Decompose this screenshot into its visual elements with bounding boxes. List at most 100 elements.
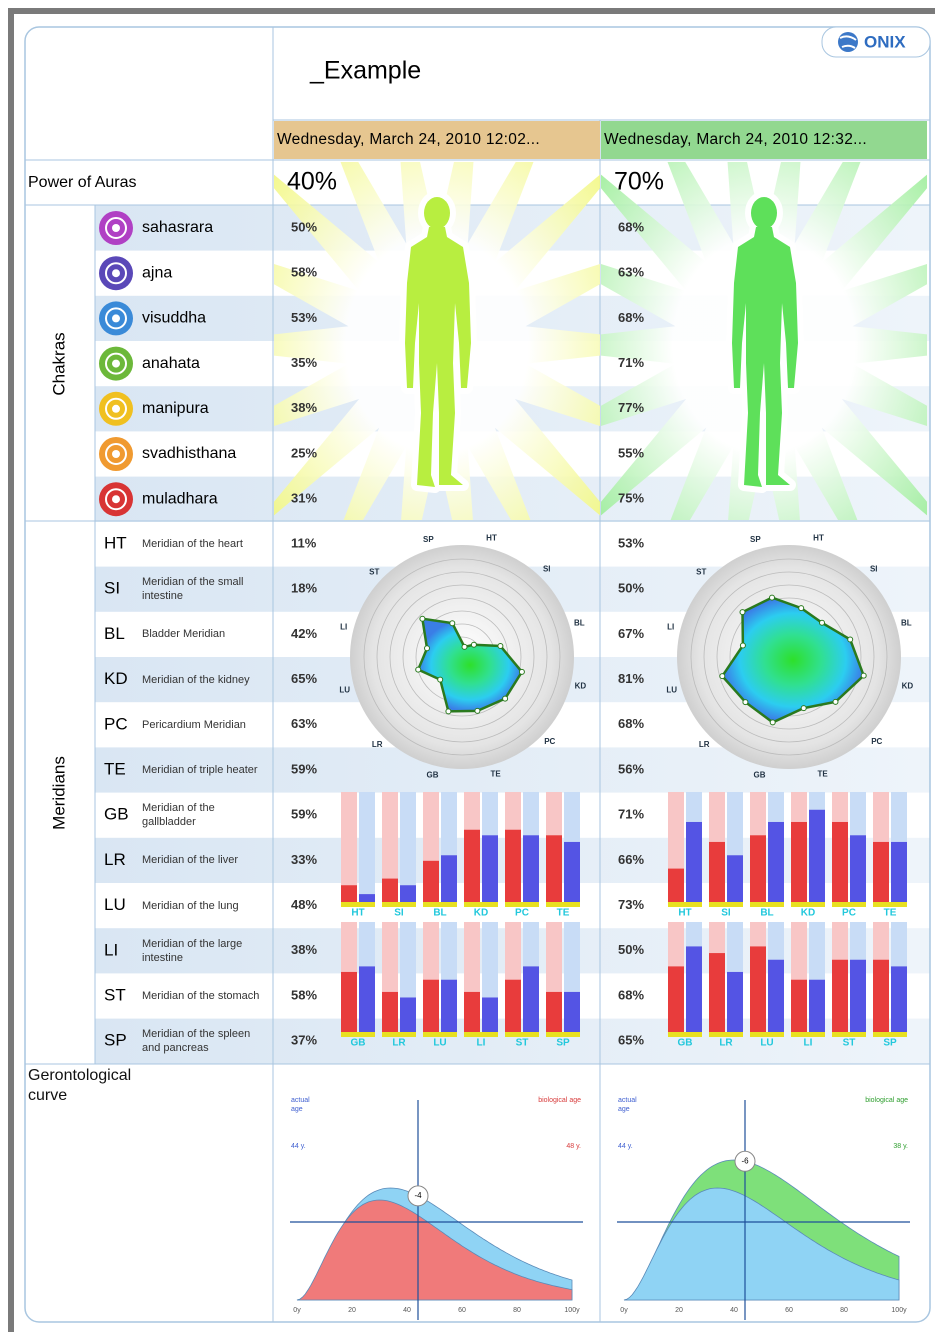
- radar-ring: [703, 571, 875, 743]
- bar-label: HT: [678, 908, 691, 919]
- aura-figure: [601, 162, 927, 520]
- radar-point: [415, 666, 422, 673]
- difference-marker: [407, 1185, 429, 1207]
- x-tick-label: 80: [513, 1307, 521, 1314]
- chakra-value: 35%: [291, 355, 317, 370]
- bar-label: PC: [515, 908, 529, 919]
- radar-point: [769, 594, 775, 601]
- bar: [464, 991, 480, 1033]
- radar-axis-label: LU: [339, 686, 350, 695]
- meridian-code: TE: [104, 759, 126, 778]
- meridian-code: LR: [104, 850, 126, 869]
- bar: [482, 997, 498, 1033]
- radar-point: [739, 609, 746, 616]
- meridian-value: 50%: [618, 942, 644, 957]
- difference-label: -4: [414, 1191, 422, 1200]
- bar: [750, 946, 766, 1033]
- bar-base: [750, 1032, 784, 1037]
- chakra-name: anahata: [142, 355, 200, 372]
- bar: [341, 971, 357, 1033]
- radar-point: [819, 619, 825, 626]
- bar-background: [382, 792, 398, 903]
- x-tick-label: 40: [730, 1307, 738, 1314]
- meridian-value: 33%: [291, 852, 317, 867]
- silhouette-body: [405, 227, 471, 487]
- meridian-value: 11%: [291, 535, 317, 550]
- bar: [873, 841, 889, 903]
- bar: [423, 860, 439, 903]
- meridian-value: 63%: [291, 716, 317, 731]
- meridian-value: 59%: [291, 807, 317, 822]
- bar: [382, 991, 398, 1033]
- chakra-value: 63%: [618, 265, 644, 280]
- bar: [523, 966, 539, 1033]
- aura-power: 40%: [287, 168, 337, 196]
- radar-axis-label: KD: [902, 682, 914, 691]
- bar-base: [341, 1032, 375, 1037]
- chakra-icon-inner: [105, 488, 127, 511]
- age-curve: [296, 1199, 573, 1301]
- bar: [832, 821, 848, 903]
- biological-age-value: 48 y.: [566, 1143, 581, 1150]
- bar-label: KD: [801, 908, 815, 919]
- radar-axis-label: LR: [699, 740, 710, 749]
- chakra-icon-core: [112, 224, 120, 232]
- bar: [891, 841, 907, 903]
- chakra-name: svadhisthana: [142, 445, 236, 462]
- radar-point: [445, 708, 452, 715]
- x-tick-label: 0y: [293, 1307, 301, 1314]
- aura-power: 70%: [614, 168, 664, 196]
- bar-base: [832, 1032, 866, 1037]
- bar-base: [423, 902, 457, 907]
- chakra-icon-inner: [105, 397, 127, 420]
- radar-point: [424, 645, 430, 652]
- chakra-value: 55%: [618, 445, 644, 460]
- meridian-description: Meridian of triple heater: [142, 764, 258, 776]
- silhouette: [726, 191, 804, 493]
- x-tick-label: 60: [785, 1307, 793, 1314]
- bar-base: [382, 902, 416, 907]
- bar: [709, 841, 725, 903]
- bar: [482, 835, 498, 903]
- chakra-value: 38%: [291, 400, 317, 415]
- meridian-value: 59%: [291, 761, 317, 776]
- meridian-description: Meridian of the kidney: [142, 673, 250, 686]
- meridian-description: Pericardium Meridian: [142, 718, 246, 731]
- radar-point: [518, 668, 525, 675]
- difference-label: -6: [741, 1156, 749, 1165]
- bar: [791, 821, 807, 903]
- bar: [382, 878, 398, 903]
- radar-point: [449, 620, 456, 627]
- bar: [546, 835, 562, 903]
- bar: [464, 829, 480, 903]
- meridian-value: 68%: [618, 716, 644, 731]
- difference-marker: [734, 1150, 756, 1172]
- meridian-code: GB: [104, 805, 129, 824]
- meridian-code: BL: [104, 624, 125, 643]
- chakra-icon: [99, 391, 133, 426]
- meridian-description: Meridian of the gallbladder: [142, 802, 215, 829]
- meridian-value: 37%: [291, 1033, 317, 1048]
- bar: [523, 835, 539, 903]
- bar-label: KD: [474, 908, 488, 919]
- radar-ring: [363, 558, 561, 756]
- radar-ring: [690, 558, 888, 756]
- meridian-value: 73%: [618, 897, 644, 912]
- radar-axis-label: LI: [340, 623, 347, 632]
- chakra-icon-core: [112, 450, 120, 458]
- bar-label: ST: [516, 1038, 529, 1049]
- meridian-value: 50%: [618, 581, 644, 596]
- radar-point: [497, 643, 504, 649]
- meridian-value: 53%: [618, 535, 644, 550]
- radar-axis-label: GB: [426, 770, 438, 779]
- gerontological-row-label: Gerontological curve: [28, 1067, 132, 1104]
- radar-axis-label: TE: [491, 769, 502, 778]
- biological-age-caption: biological age: [865, 1097, 908, 1104]
- meridian-description: Meridian of the spleen and pancreas: [142, 1028, 251, 1055]
- bar: [668, 966, 684, 1033]
- chakra-icon-core: [112, 404, 120, 413]
- radar-ring: [389, 584, 535, 730]
- bar: [359, 894, 375, 903]
- meridian-value: 58%: [291, 987, 317, 1002]
- meridian-description: Meridian of the large intestine: [142, 937, 243, 964]
